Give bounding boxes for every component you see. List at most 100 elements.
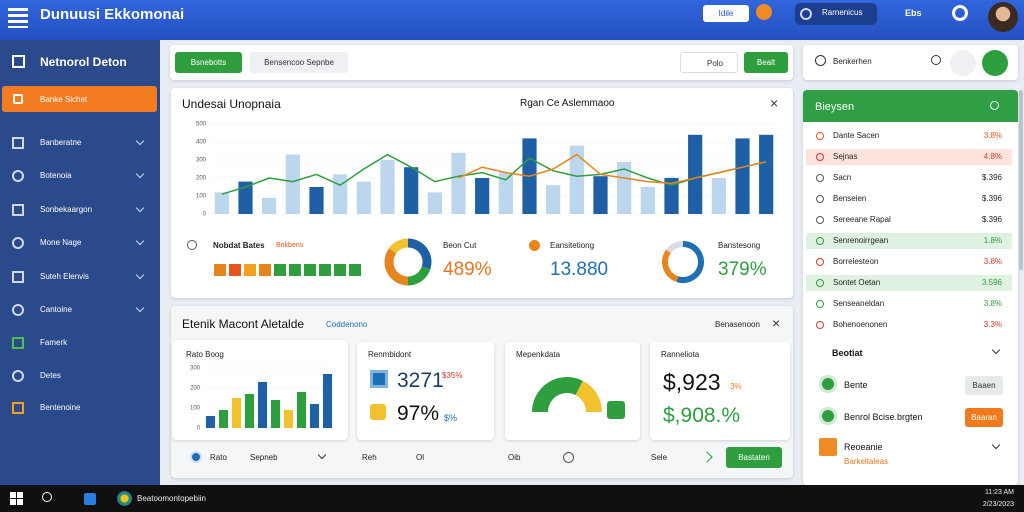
row-label: Benrol Bcise.brgten xyxy=(844,412,923,422)
sidebar-item[interactable]: Mone Nage xyxy=(40,238,82,247)
kpi-label: Beon Cut xyxy=(443,241,477,250)
round-button[interactable] xyxy=(950,50,976,76)
start-button[interactable] xyxy=(10,492,23,505)
notification-icon[interactable] xyxy=(756,4,772,20)
bar xyxy=(735,138,750,214)
row-value: 4.8% xyxy=(983,152,1002,161)
sidebar-item[interactable]: Cantoine xyxy=(40,305,73,314)
footer-label: Oib xyxy=(508,453,521,462)
money-value: $,923 xyxy=(663,369,721,395)
row-button[interactable]: Baaen xyxy=(965,376,1003,395)
bar xyxy=(711,178,726,214)
row-icon xyxy=(819,375,837,393)
kpi-square xyxy=(289,264,301,276)
row-label[interactable]: Senseaneldan xyxy=(833,299,885,308)
sidebar-item[interactable]: Suteh Elenvis xyxy=(40,272,89,281)
sidebar-icon xyxy=(12,237,24,249)
y-tick-label: 0 xyxy=(197,426,201,432)
taskbar-app[interactable] xyxy=(117,491,132,506)
row-label[interactable]: Dante Sacen xyxy=(833,131,880,140)
count-icon xyxy=(370,370,388,388)
round-button[interactable] xyxy=(982,50,1008,76)
card-title: Undesai Unopnaia xyxy=(182,97,281,111)
row-dot xyxy=(816,132,824,140)
bar xyxy=(688,134,703,214)
footer-button[interactable]: Bastaten xyxy=(726,447,782,468)
footer-icon xyxy=(190,451,202,463)
taskbar-search[interactable] xyxy=(42,492,52,502)
kpi-donut xyxy=(384,238,432,286)
sidebar-item[interactable]: Detes xyxy=(40,371,61,380)
user-pill[interactable] xyxy=(795,3,877,25)
row-dot xyxy=(816,174,824,182)
kpi-square xyxy=(274,264,286,276)
primary-button[interactable]: Bsnebotts xyxy=(175,52,242,73)
action-button[interactable]: Bealt xyxy=(744,52,788,73)
search-button[interactable] xyxy=(931,55,941,65)
bar xyxy=(257,382,268,428)
card-title: Mepenkdata xyxy=(516,350,561,359)
sidebar-item[interactable]: Banberatne xyxy=(40,138,82,147)
row-dot xyxy=(816,216,824,224)
kpi-square xyxy=(304,264,316,276)
sidebar-item[interactable]: Bentenoine xyxy=(40,403,81,412)
bar xyxy=(270,400,281,428)
sidebar xyxy=(0,40,160,485)
bar xyxy=(262,197,277,214)
row-value: $.396 xyxy=(981,194,1002,203)
donut-segment xyxy=(388,238,409,254)
overview-chart: 0 100 200 300 400 500 xyxy=(196,122,778,218)
sidebar-item[interactable]: Sonbekaargon xyxy=(40,205,93,214)
power-icon[interactable] xyxy=(952,5,968,21)
footer-select[interactable]: Sepneb xyxy=(250,453,278,462)
y-tick-label: 300 xyxy=(190,366,201,372)
alert-button[interactable]: Baaran xyxy=(965,408,1003,427)
sidebar-active[interactable] xyxy=(2,86,157,112)
group-label[interactable]: Beotiat xyxy=(832,348,863,358)
close-button[interactable]: × xyxy=(772,315,781,331)
top-button[interactable]: Idile xyxy=(703,5,749,22)
count-icon xyxy=(370,404,386,420)
bar xyxy=(333,174,348,214)
sidebar-icon xyxy=(12,370,24,382)
bar xyxy=(309,187,324,214)
row-label[interactable]: Borrelesteon xyxy=(833,257,879,266)
row-note: Barkeltaleas xyxy=(844,457,889,466)
money-value: $,908.% xyxy=(663,404,741,427)
taskbar-label: Beatoomontopebiin xyxy=(137,494,206,503)
close-button[interactable]: × xyxy=(770,95,779,111)
search-icon[interactable] xyxy=(990,101,999,110)
list-header xyxy=(803,90,1018,122)
sidebar-icon xyxy=(12,271,24,283)
row-highlight xyxy=(806,275,1012,291)
bar xyxy=(218,410,229,428)
row-value: 1.8% xyxy=(983,236,1002,245)
secondary-button[interactable]: Bensencoo Sepnbe xyxy=(250,52,348,73)
donut-segment xyxy=(384,248,409,286)
row-label[interactable]: Sereeane Rapal xyxy=(833,215,891,224)
bar xyxy=(214,192,229,214)
avatar[interactable] xyxy=(988,2,1018,32)
icon-button[interactable]: Polo xyxy=(680,52,738,73)
count-card xyxy=(357,342,494,440)
bar xyxy=(283,410,294,428)
sidebar-item[interactable]: Famerk xyxy=(40,338,68,347)
card-action[interactable]: Benasenoon xyxy=(715,320,760,329)
count-note: $35% xyxy=(442,371,463,380)
row-label[interactable]: Sacn xyxy=(833,173,852,182)
row-label[interactable]: Sejnas xyxy=(833,152,858,161)
sidebar-item[interactable]: Botenoia xyxy=(40,171,72,180)
row-label[interactable]: Sontet Oetan xyxy=(833,278,881,287)
footer-label: Sele xyxy=(651,453,668,462)
bar xyxy=(498,172,513,214)
row-label[interactable]: Benseien xyxy=(833,194,867,203)
card-title: Ranneliota xyxy=(661,350,700,359)
bar xyxy=(404,167,419,214)
taskbar-app[interactable] xyxy=(84,493,96,505)
row-label[interactable]: Bohenoenonen xyxy=(833,320,888,329)
badge-label: Ebs xyxy=(905,8,922,18)
row-label[interactable]: Senrenoirrgean xyxy=(833,236,889,245)
donut-segment xyxy=(662,249,679,282)
search-icon xyxy=(815,55,826,66)
